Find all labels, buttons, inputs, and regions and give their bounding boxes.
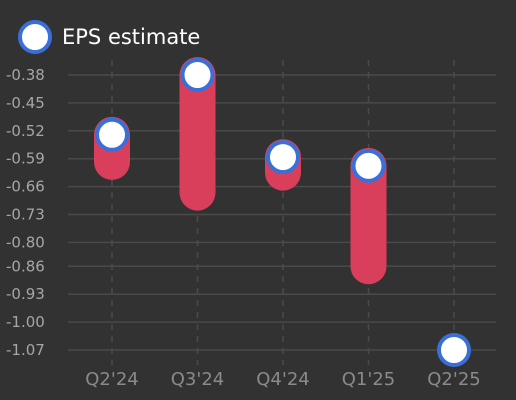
estimate-point bbox=[266, 140, 300, 175]
x-tick-label: Q3'24 bbox=[171, 369, 224, 390]
y-tick-label: -1.00 bbox=[6, 313, 45, 331]
x-tick-label: Q1'25 bbox=[342, 369, 395, 390]
y-tick-label: -1.07 bbox=[6, 341, 45, 359]
legend-label: EPS estimate bbox=[62, 25, 200, 49]
estimate-point bbox=[180, 58, 215, 92]
y-tick-label: -0.52 bbox=[6, 122, 45, 140]
difference-bar bbox=[350, 147, 387, 285]
estimate-point bbox=[95, 117, 129, 152]
y-axis-ticks: -0.38 -0.45 -0.52 -0.59 -0.66 -0.73 -0.80 -0.86… bbox=[6, 66, 45, 359]
grid bbox=[68, 60, 496, 365]
y-tick-label: -0.45 bbox=[6, 94, 45, 112]
y-tick-label: -0.80 bbox=[6, 233, 45, 251]
y-tick-label: -0.73 bbox=[6, 205, 45, 223]
x-tick-label: Q2'25 bbox=[427, 369, 480, 390]
estimate-point bbox=[351, 148, 386, 183]
x-tick-label: Q2'24 bbox=[85, 369, 138, 390]
legend-marker bbox=[18, 20, 52, 54]
estimate-points bbox=[95, 58, 471, 367]
y-tick-label: -0.38 bbox=[6, 66, 45, 84]
y-tick-label: -0.86 bbox=[6, 257, 45, 275]
y-tick-label: -0.93 bbox=[6, 285, 45, 303]
estimate-point bbox=[437, 333, 471, 367]
y-tick-label: -0.66 bbox=[6, 178, 45, 196]
x-tick-label: Q4'24 bbox=[256, 369, 309, 390]
x-axis-ticks: Q2'24 Q3'24 Q4'24 Q1'25 Q2'25 bbox=[85, 369, 480, 390]
difference-bars bbox=[94, 57, 387, 285]
y-tick-label: -0.59 bbox=[6, 150, 45, 168]
difference-bar bbox=[179, 57, 216, 211]
legend: EPS estimate bbox=[18, 20, 200, 54]
